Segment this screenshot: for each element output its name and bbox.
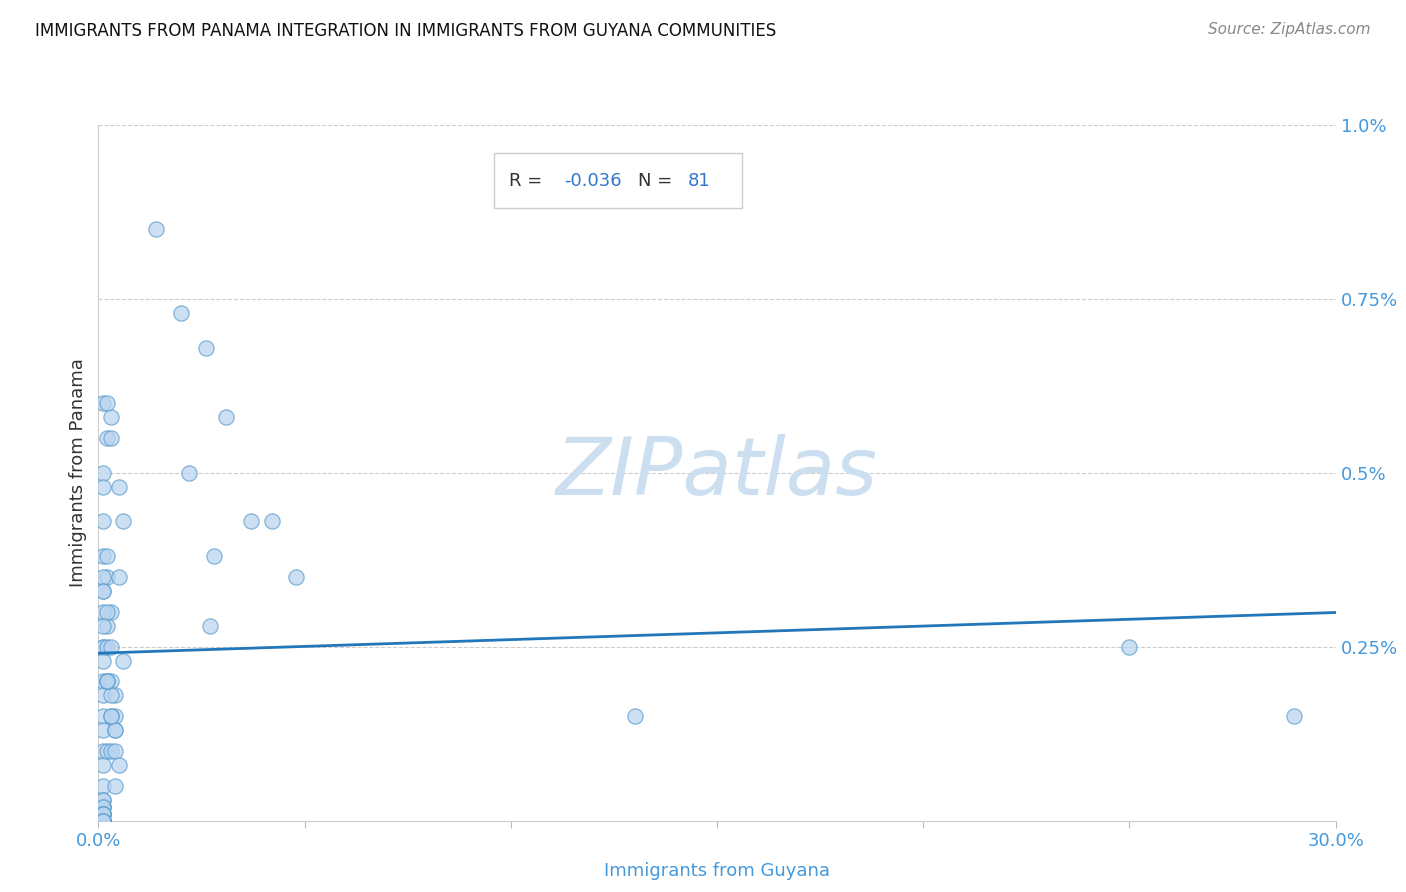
Point <box>91 709 114 723</box>
Point <box>96 674 118 689</box>
Point <box>91 799 114 814</box>
Point <box>100 640 122 654</box>
Point <box>91 814 114 828</box>
Point <box>91 466 114 480</box>
Point <box>91 619 114 633</box>
Point <box>91 605 114 619</box>
Point <box>112 654 135 668</box>
Text: 81: 81 <box>688 171 710 189</box>
Point <box>91 744 114 758</box>
Point <box>91 480 114 494</box>
Point <box>104 723 127 738</box>
Point <box>91 779 114 793</box>
Point <box>104 689 127 703</box>
Point <box>91 806 114 821</box>
Point <box>96 640 118 654</box>
Point <box>91 814 114 828</box>
Point <box>170 306 193 320</box>
Point <box>96 396 118 410</box>
Point <box>91 570 114 584</box>
Point <box>91 799 114 814</box>
Point <box>91 806 114 821</box>
Point <box>145 222 167 236</box>
Point <box>240 515 263 529</box>
Point <box>91 723 114 738</box>
Point <box>91 640 114 654</box>
Point <box>100 709 122 723</box>
Point <box>91 549 114 564</box>
Point <box>623 709 645 723</box>
Point <box>91 814 114 828</box>
Point <box>91 584 114 599</box>
Point <box>100 674 122 689</box>
Point <box>96 674 118 689</box>
Point <box>91 674 114 689</box>
Point <box>179 466 201 480</box>
Y-axis label: Immigrants from Panama: Immigrants from Panama <box>69 359 87 587</box>
Point <box>100 431 122 445</box>
Point <box>100 709 122 723</box>
Text: R =: R = <box>509 171 548 189</box>
Point <box>112 515 135 529</box>
Text: N =: N = <box>638 171 678 189</box>
Text: Source: ZipAtlas.com: Source: ZipAtlas.com <box>1208 22 1371 37</box>
Point <box>91 515 114 529</box>
Point <box>108 480 131 494</box>
Point <box>91 814 114 828</box>
Point <box>91 689 114 703</box>
Point <box>100 605 122 619</box>
Point <box>91 584 114 599</box>
Point <box>100 410 122 425</box>
Point <box>96 605 118 619</box>
Point <box>96 570 118 584</box>
Point <box>1118 640 1140 654</box>
Point <box>91 396 114 410</box>
Point <box>104 709 127 723</box>
X-axis label: Immigrants from Guyana: Immigrants from Guyana <box>605 862 830 880</box>
Point <box>198 619 221 633</box>
Point <box>108 570 131 584</box>
Text: -0.036: -0.036 <box>564 171 621 189</box>
Point <box>104 744 127 758</box>
Text: ZIPatlas: ZIPatlas <box>555 434 879 512</box>
Point <box>91 806 114 821</box>
Point <box>202 549 225 564</box>
Point <box>91 806 114 821</box>
Point <box>91 793 114 807</box>
Point <box>96 674 118 689</box>
Point <box>91 793 114 807</box>
Point <box>260 515 283 529</box>
Point <box>91 799 114 814</box>
Point <box>100 744 122 758</box>
Point <box>91 814 114 828</box>
Point <box>91 654 114 668</box>
Point <box>96 744 118 758</box>
Point <box>91 640 114 654</box>
Text: IMMIGRANTS FROM PANAMA INTEGRATION IN IMMIGRANTS FROM GUYANA COMMUNITIES: IMMIGRANTS FROM PANAMA INTEGRATION IN IM… <box>35 22 776 40</box>
Point <box>96 431 118 445</box>
FancyBboxPatch shape <box>495 153 742 209</box>
Point <box>194 341 217 355</box>
Point <box>104 723 127 738</box>
Point <box>215 410 238 425</box>
Point <box>1284 709 1306 723</box>
Point <box>91 814 114 828</box>
Point <box>91 814 114 828</box>
Point <box>285 570 308 584</box>
Point <box>91 758 114 772</box>
Point <box>108 758 131 772</box>
Point <box>100 689 122 703</box>
Point <box>96 619 118 633</box>
Point <box>104 779 127 793</box>
Point <box>91 806 114 821</box>
Point <box>96 549 118 564</box>
